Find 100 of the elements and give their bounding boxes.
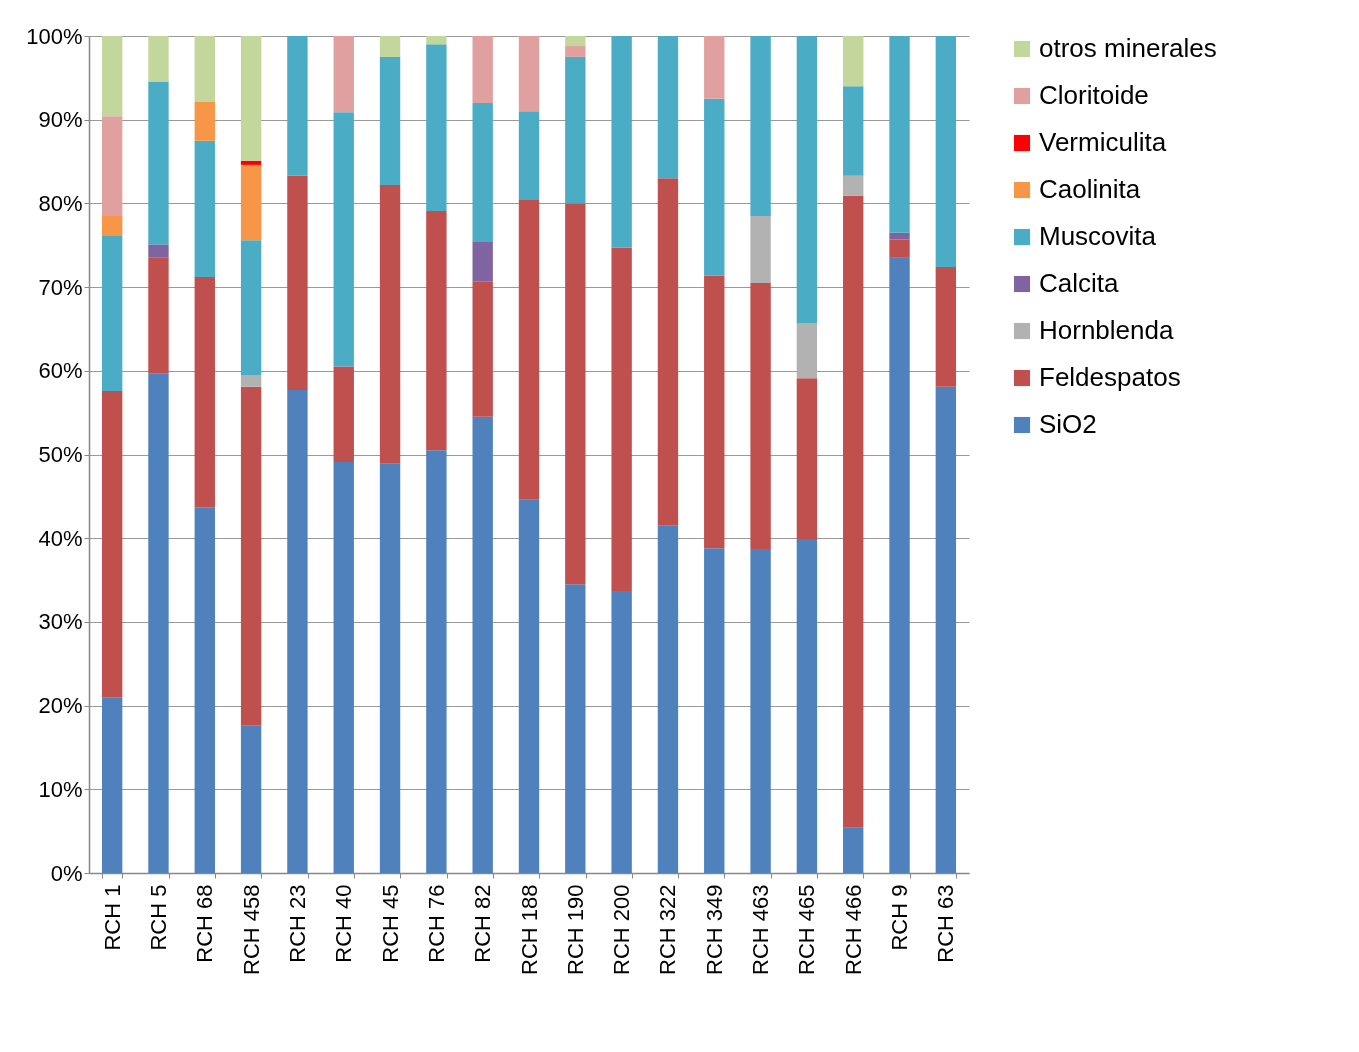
bar xyxy=(240,725,262,873)
bar xyxy=(379,56,401,185)
x-tick-label: RCH 5 xyxy=(145,884,171,951)
bar xyxy=(148,82,169,245)
bar xyxy=(148,257,169,374)
bar xyxy=(750,36,771,216)
y-tick-label: 60% xyxy=(38,358,83,384)
bar xyxy=(472,102,493,242)
x-tick-label: RCH 458 xyxy=(238,884,264,975)
x-tick-label: RCH 23 xyxy=(284,884,310,963)
legend-label: Caolinita xyxy=(1039,174,1141,204)
legend-label: Muscovita xyxy=(1039,221,1157,251)
bar xyxy=(194,36,215,103)
bar xyxy=(333,36,354,113)
bar xyxy=(287,175,308,391)
y-tick-label: 10% xyxy=(38,776,83,802)
bar xyxy=(194,102,215,141)
bar xyxy=(704,36,725,99)
bar xyxy=(796,539,818,873)
bar xyxy=(240,164,262,241)
bar xyxy=(194,277,215,508)
bar xyxy=(148,36,169,83)
bar xyxy=(657,525,679,873)
x-tick-label: RCH 322 xyxy=(655,884,681,975)
bar xyxy=(426,36,447,45)
bar xyxy=(472,416,493,873)
bar xyxy=(611,247,632,591)
x-tick-label: RCH 1 xyxy=(99,884,125,951)
y-tick-label: 40% xyxy=(38,525,83,551)
bar xyxy=(611,590,632,873)
bar xyxy=(333,366,354,463)
bar xyxy=(379,36,401,57)
bar xyxy=(704,275,725,549)
y-tick-label: 0% xyxy=(50,860,83,886)
bar xyxy=(101,215,123,237)
y-tick-label: 30% xyxy=(38,609,83,635)
bar xyxy=(796,378,818,540)
bar xyxy=(333,462,354,873)
bar xyxy=(518,36,540,112)
bar xyxy=(518,200,540,500)
y-tick-label: 90% xyxy=(38,107,83,133)
bar xyxy=(379,184,401,464)
x-tick-label: RCH 9 xyxy=(887,884,913,951)
bar xyxy=(935,386,957,873)
bar xyxy=(935,267,957,387)
bar xyxy=(889,239,910,258)
bar xyxy=(565,46,586,57)
bar xyxy=(101,697,123,873)
legend-label: Feldespatos xyxy=(1039,362,1181,392)
legend-label: Cloritoide xyxy=(1039,80,1149,110)
bar xyxy=(843,195,864,828)
bar xyxy=(889,36,910,233)
x-tick-label: RCH 200 xyxy=(609,884,635,975)
bar xyxy=(426,210,447,451)
bar xyxy=(426,450,447,873)
x-tick-label: RCH 349 xyxy=(701,884,727,975)
bar xyxy=(101,236,123,391)
bar xyxy=(240,374,262,387)
bar xyxy=(704,98,725,276)
bar xyxy=(472,241,493,282)
x-tick-label: RCH 188 xyxy=(516,884,542,975)
bar xyxy=(333,112,354,367)
bar xyxy=(240,240,262,375)
bar xyxy=(889,257,910,873)
bar xyxy=(565,203,586,585)
x-tick-label: RCH 190 xyxy=(562,884,588,975)
bar xyxy=(750,549,771,873)
bar xyxy=(240,386,262,726)
x-tick-label: RCH 45 xyxy=(377,884,403,963)
bar xyxy=(148,244,169,258)
bar xyxy=(796,36,818,324)
y-tick-label: 80% xyxy=(38,190,83,216)
bar xyxy=(472,281,493,417)
bar xyxy=(426,44,447,211)
x-tick-label: RCH 466 xyxy=(840,884,866,975)
legend-label: otros minerales xyxy=(1039,33,1217,63)
bar xyxy=(472,36,493,103)
bar xyxy=(750,282,771,550)
legend-label: Hornblenda xyxy=(1039,315,1174,345)
x-tick-label: RCH 40 xyxy=(331,884,357,963)
bar xyxy=(148,373,169,873)
x-tick-label: RCH 68 xyxy=(192,884,218,963)
bar xyxy=(565,56,586,204)
bar xyxy=(843,175,864,196)
bar xyxy=(657,36,679,179)
legend-label: Calcita xyxy=(1039,268,1120,298)
y-tick-label: 50% xyxy=(38,442,83,467)
bar xyxy=(750,215,771,283)
bar xyxy=(843,36,864,87)
bar xyxy=(379,463,401,873)
bar xyxy=(287,36,308,176)
bar xyxy=(843,86,864,176)
legend-label: Vermiculita xyxy=(1039,127,1167,157)
bar xyxy=(611,36,632,248)
bar xyxy=(101,390,123,698)
bar xyxy=(935,36,957,268)
bar xyxy=(704,548,725,873)
legend-label: SiO2 xyxy=(1039,409,1097,439)
bar xyxy=(287,390,308,873)
bar xyxy=(889,232,910,240)
